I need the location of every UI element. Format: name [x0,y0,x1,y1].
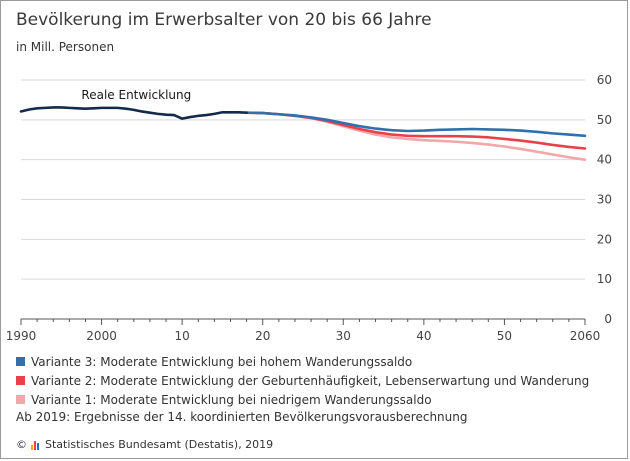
series-line-1 [245,111,587,138]
legend-label: Variante 1: Moderate Entwicklung bei nie… [31,392,432,407]
legend: Variante 3: Moderate Entwicklung bei hoh… [16,352,589,409]
legend-label: Variante 2: Moderate Entwicklung der Geb… [31,373,590,388]
footnote: Ab 2019: Ergebnisse der 14. koordinierte… [16,410,468,424]
x-tick-label: 30 [336,329,351,343]
x-tick-label: 20 [255,329,270,343]
unit-label: in Mill. Personen [16,40,115,54]
y-tick-label: 0 [604,312,612,326]
legend-item-variante-1: Variante 1: Moderate Entwicklung bei nie… [16,390,589,409]
series-line-0 [19,106,248,120]
annotation-reale-entwicklung: Reale Entwicklung [81,88,191,102]
x-tick-label: 10 [175,329,190,343]
legend-label: Variante 3: Moderate Entwicklung bei hoh… [31,354,413,369]
x-axis: 1990 2000 10 20 30 40 50 2060 [6,318,601,343]
y-tick-label: 30 [597,193,612,207]
y-tick-label: 40 [597,153,612,167]
chart-title: Bevölkerung im Erwerbsalter von 20 bis 6… [16,10,432,30]
x-tick-label: 1990 [6,329,37,343]
legend-item-variante-2: Variante 2: Moderate Entwicklung der Geb… [16,371,589,390]
grid-lines [21,79,585,280]
x-tick-label: 2060 [570,329,601,343]
x-tick-label: 40 [416,329,431,343]
destatis-logo-icon [31,440,40,450]
line-chart: 0 10 20 30 40 50 60 1990 2000 10 20 30 40 50 2060 Rea… [6,73,612,343]
legend-item-variante-3: Variante 3: Moderate Entwicklung bei hoh… [16,352,589,371]
copyright-symbol: © [16,438,27,451]
legend-swatch [16,376,25,385]
x-tick-label: 50 [497,329,512,343]
y-tick-label: 20 [597,232,612,246]
y-tick-label: 50 [597,113,612,127]
y-tick-label: 60 [597,73,612,87]
source-line: © Statistisches Bundesamt (Destatis), 20… [16,438,273,451]
series-lines [19,106,587,161]
x-tick-label: 2000 [86,329,117,343]
y-tick-label: 10 [597,272,612,286]
source-text: Statistisches Bundesamt (Destatis), 2019 [45,438,274,451]
legend-swatch [16,357,25,366]
y-axis-ticks: 0 10 20 30 40 50 60 [597,73,612,326]
legend-swatch [16,395,25,404]
